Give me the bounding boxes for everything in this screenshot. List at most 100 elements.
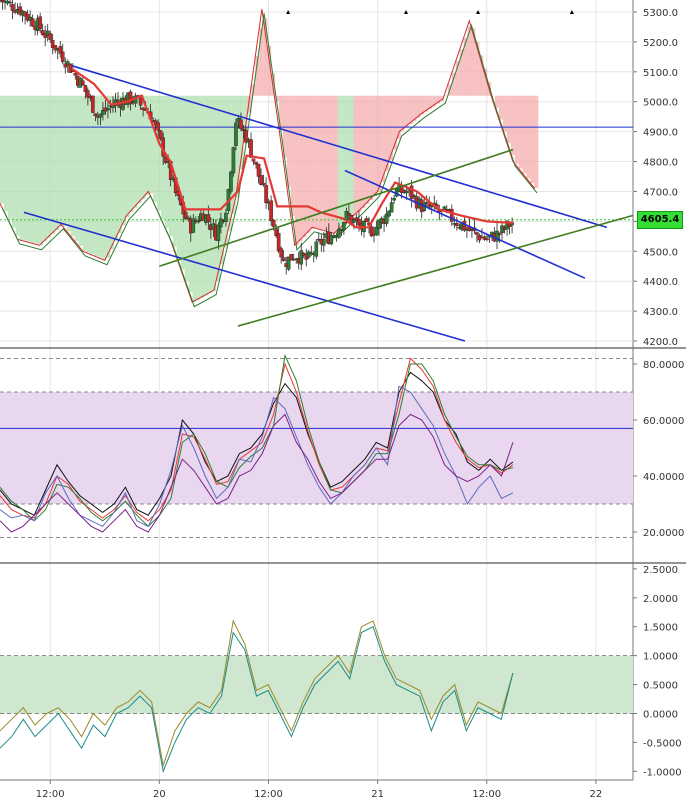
cloud-segment [31, 96, 35, 243]
bottom-group [0, 621, 633, 771]
bottom-tick-label: -1.0000 [643, 767, 682, 778]
cloud-segment [185, 96, 189, 281]
bottom-tick-label: 2.0000 [643, 594, 678, 605]
cloud-segment [306, 96, 310, 233]
cloud-segment [212, 96, 216, 291]
cloud-segment [149, 96, 153, 194]
cloud-segment [110, 96, 114, 250]
cloud-segment [20, 96, 24, 240]
candle-body [217, 225, 220, 241]
cloud-segment [318, 96, 322, 229]
price-tick-label: 4700.0 [643, 187, 678, 198]
candle-body [157, 123, 160, 131]
cloud-segment [361, 96, 365, 208]
cloud-segment [405, 96, 409, 128]
bottom-band [0, 656, 633, 714]
oscillator-band [0, 392, 633, 504]
cloud-segment [350, 96, 354, 219]
cloud-segment [322, 96, 326, 230]
price-tick-label: 5300.0 [643, 8, 678, 19]
price-tick-label: 4400.0 [643, 277, 678, 288]
price-tick-label: 5000.0 [643, 98, 678, 109]
cloud-segment [189, 96, 193, 292]
cloud-segment [373, 96, 377, 196]
last-price-tag: 4605.4 [637, 211, 683, 229]
candle-body [300, 251, 303, 265]
candle-body [197, 221, 200, 222]
cloud-segment [515, 96, 519, 164]
cloud-segment [200, 96, 204, 298]
cloud-segment [83, 96, 87, 251]
candle-body [116, 100, 119, 101]
cloud-segment [12, 96, 16, 228]
last-price-value: 4605.4 [641, 214, 680, 225]
price-tick-label: 4900.0 [643, 128, 678, 139]
candle-body [475, 232, 478, 234]
cloud-segment [0, 96, 4, 204]
candle-body [257, 164, 260, 177]
cloud-segment [71, 96, 75, 236]
cloud-group [0, 9, 538, 307]
x-tick-label: 20 [153, 789, 166, 800]
cloud-segment [8, 96, 12, 220]
bottom-tick-label: 0.0000 [643, 709, 678, 720]
candle-body [345, 211, 348, 220]
oscillator-tick-label: 80.0000 [643, 360, 684, 371]
cloud-segment [334, 96, 338, 234]
cloud-segment [63, 96, 67, 227]
candle-body [229, 172, 232, 191]
candle-body [81, 81, 84, 85]
cloud-segment [534, 96, 538, 188]
candle-body [498, 233, 501, 234]
cloud-segment [401, 96, 405, 131]
candle-body [485, 239, 488, 240]
cloud-segment [460, 49, 464, 95]
cloud-segment [503, 96, 507, 132]
candle-body [242, 129, 245, 131]
candle-body [277, 233, 280, 251]
cloud-segment [24, 96, 28, 241]
cloud-segment [47, 96, 51, 238]
bottom-tick-label: 1.0000 [643, 652, 678, 663]
candle-body [322, 239, 325, 245]
cloud-segment [153, 96, 157, 202]
cloud-segment [499, 96, 503, 120]
candle-body [39, 17, 42, 29]
candle-body [11, 4, 14, 10]
cloud-segment [177, 96, 181, 258]
price-tick-label: 4300.0 [643, 307, 678, 318]
price-tick-label: 4800.0 [643, 158, 678, 169]
cloud-segment [118, 96, 122, 234]
cloud-segment [90, 96, 94, 255]
cloud-segment [79, 96, 83, 246]
candle-body [347, 213, 350, 215]
oscillator-tick-label: 20.0000 [643, 528, 684, 539]
cloud-segment [369, 96, 373, 200]
cloud-segment [59, 96, 63, 227]
candle-body [249, 140, 252, 158]
candle-body [74, 73, 77, 75]
cloud-segment [511, 96, 515, 155]
cloud-segment [208, 96, 212, 294]
channel-line [24, 212, 465, 341]
oscillator-tick-label: 60.0000 [643, 416, 684, 427]
cloud-segment [55, 96, 59, 230]
candle-body [207, 214, 210, 222]
cloud-segment [338, 96, 342, 230]
cloud-segment [530, 96, 534, 183]
cloud-segment [330, 96, 334, 233]
cloud-segment [39, 96, 43, 246]
price-tick-label: 5100.0 [643, 68, 678, 79]
candle-body [239, 120, 242, 129]
cloud-segment [4, 96, 8, 212]
cloud-segment [354, 96, 358, 216]
candle-body [106, 108, 109, 110]
candle-body [272, 220, 275, 227]
candle-body [94, 114, 97, 116]
candle-body [49, 33, 52, 39]
cloud-segment [134, 96, 138, 208]
cloud-segment [157, 96, 161, 211]
candle-body [234, 123, 237, 146]
